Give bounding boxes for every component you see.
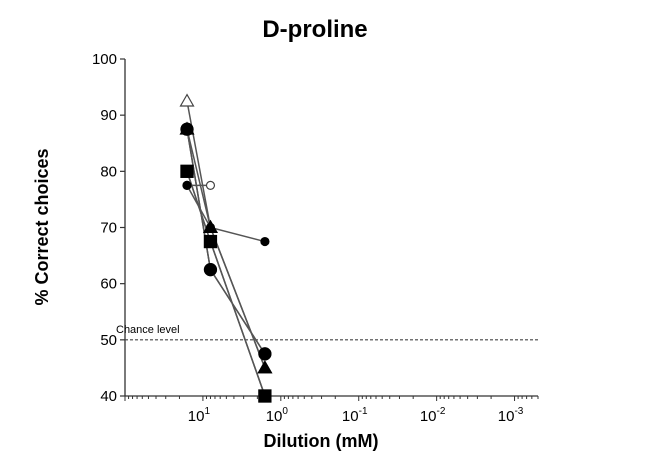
y-axis-label: % Correct choices xyxy=(32,148,52,305)
x-axis-label: Dilution (mM) xyxy=(264,431,379,451)
data-point-circle xyxy=(182,180,192,190)
x-tick-label: 10-3 xyxy=(498,406,524,425)
x-tick-label: 101 xyxy=(188,406,211,425)
y-tick-label: 50 xyxy=(100,332,117,349)
data-point-circle xyxy=(205,180,216,190)
data-point-square xyxy=(203,234,218,249)
y-tick-label: 100 xyxy=(92,51,117,68)
series-markers xyxy=(179,93,273,403)
series-line xyxy=(186,100,266,369)
y-tick-label: 40 xyxy=(100,388,117,405)
series-line xyxy=(186,185,266,243)
data-point-circle xyxy=(203,263,218,277)
x-tick-label: 10-1 xyxy=(342,406,368,425)
chart-title: D-proline xyxy=(262,16,368,43)
x-tick-label: 100 xyxy=(266,406,289,425)
data-point-circle xyxy=(260,236,270,247)
y-tick-label: 90 xyxy=(100,107,117,124)
data-point-triangle xyxy=(257,360,273,374)
data-point-circle xyxy=(205,222,216,233)
chance-level-label: Chance level xyxy=(116,324,180,336)
data-point-square xyxy=(258,389,272,403)
x-ticks: 101 100 10-1 10-2 10-3 xyxy=(124,396,539,425)
data-point-circle xyxy=(180,122,194,136)
data-point-circle xyxy=(258,347,272,361)
y-ticks: 40 50 60 70 80 90 100 xyxy=(92,51,125,405)
x-tick-label: 10-2 xyxy=(420,406,446,425)
y-tick-label: 60 xyxy=(100,276,117,293)
series-lines xyxy=(186,100,266,397)
data-point-triangle xyxy=(179,93,195,107)
y-tick-label: 80 xyxy=(100,163,117,180)
data-point-square xyxy=(180,164,194,178)
y-tick-label: 70 xyxy=(100,220,117,237)
chance-level-line: Chance level xyxy=(116,324,538,341)
